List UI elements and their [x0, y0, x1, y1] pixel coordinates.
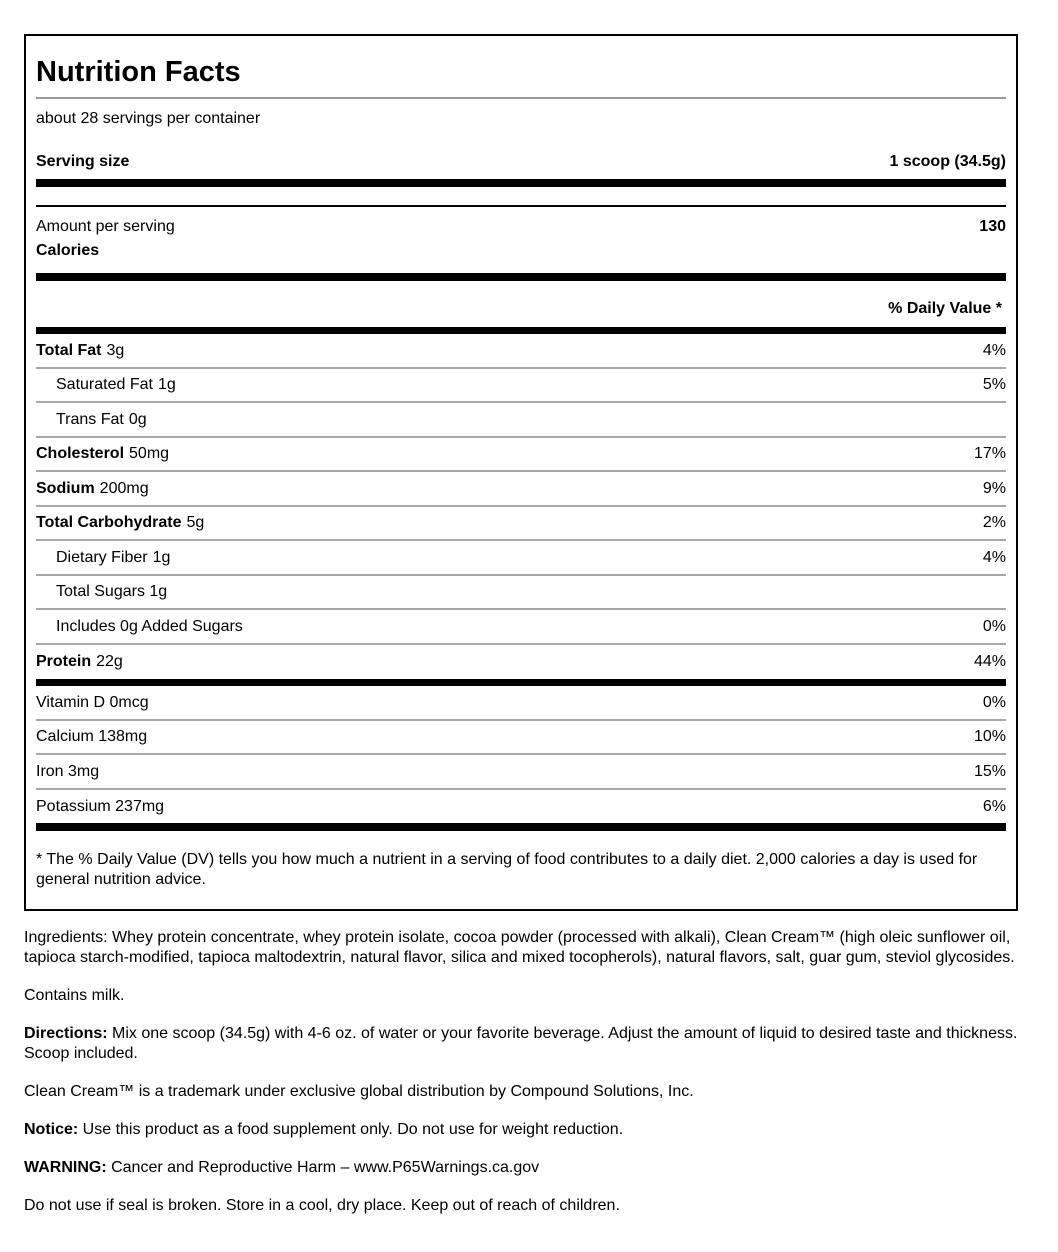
nutrient-name-group: Protein 22g	[36, 653, 123, 671]
nutrient-row: Sodium 200mg 9%	[36, 472, 1006, 507]
calories-label: Calories	[36, 242, 100, 259]
directions: Directions: Mix one scoop (34.5g) with 4…	[24, 1025, 1018, 1062]
daily-value: 2%	[982, 514, 1006, 532]
nutrient-name-group: Sodium 200mg	[36, 480, 149, 498]
daily-value-header: % Daily Value *	[888, 300, 1002, 317]
nutrient-row: Protein 22g 44%	[36, 645, 1006, 680]
nutrient-name-group: Total Fat 3g	[36, 342, 124, 360]
daily-value: 9%	[982, 479, 1006, 497]
nutrient-row: Dietary Fiber 1g 4%	[36, 541, 1006, 576]
calories-value: 130	[979, 218, 1006, 235]
vitamin-row: Vitamin D 0mcg 0%	[36, 686, 1006, 721]
nutrient-name: Includes 0g Added Sugars	[56, 617, 243, 635]
footnote: * The % Daily Value (DV) tells you how m…	[36, 851, 978, 888]
nutrient-amount: 1g	[157, 376, 176, 394]
thick-divider	[36, 273, 1006, 281]
daily-value: 17%	[973, 445, 1006, 463]
nutrient-name: Trans Fat	[56, 410, 124, 428]
nutrition-facts-panel: Nutrition Facts about 28 servings per co…	[24, 34, 1018, 911]
daily-value: 4%	[982, 341, 1006, 359]
nutrient-name: Total Carbohydrate	[36, 514, 182, 532]
vitamin-row: Iron 3mg 15%	[36, 755, 1006, 790]
panel-title: Nutrition Facts	[36, 56, 241, 88]
divider	[36, 97, 1006, 99]
nutrient-name: Cholesterol	[36, 445, 125, 463]
nutrient-amount: 0g	[128, 410, 147, 428]
nutrient-row: Includes 0g Added Sugars 0%	[36, 610, 1006, 645]
amount-per-serving-row: Amount per serving 130	[36, 218, 1006, 235]
nutrient-name-group: Total Sugars 1g	[36, 583, 167, 601]
nutrient-row: Trans Fat 0g	[36, 403, 1006, 438]
vitamin-name: Iron 3mg	[36, 762, 100, 780]
nutrient-name-group: Trans Fat 0g	[36, 411, 147, 429]
vitamin-list: Vitamin D 0mcg 0% Calcium 138mg 10% Iron 3mg…	[36, 686, 1006, 824]
nutrient-name: Total Fat	[36, 341, 102, 359]
vitamin-name: Calcium 138mg	[36, 728, 148, 746]
servings-per-container: about 28 servings per container	[36, 110, 261, 127]
nutrient-row: Total Sugars 1g	[36, 576, 1006, 610]
nutrient-amount: 22g	[96, 653, 123, 671]
nutrient-amount: 3g	[106, 341, 125, 359]
nutrient-name-group: Saturated Fat 1g	[36, 376, 176, 394]
daily-value: 15%	[973, 762, 1006, 780]
nutrient-name: Sodium	[36, 479, 95, 497]
nutrient-row: Saturated Fat 1g 5%	[36, 369, 1006, 403]
nutrient-amount: 5g	[186, 514, 205, 532]
daily-value: 0%	[982, 693, 1006, 711]
nutrient-name-group: Dietary Fiber 1g	[36, 549, 170, 567]
ingredients: Ingredients: Whey protein concentrate, w…	[24, 929, 1015, 966]
nutrient-name-group: Includes 0g Added Sugars	[36, 618, 243, 636]
nutrient-name: Protein	[36, 653, 92, 671]
warning: WARNING: Cancer and Reproductive Harm – …	[24, 1159, 540, 1176]
nutrient-list: Total Fat 3g 4% Saturated Fat 1g 5% Trans Fat 0…	[36, 334, 1006, 679]
vitamin-row: Calcium 138mg 10%	[36, 721, 1006, 755]
serving-size-row: Serving size 1 scoop (34.5g)	[36, 153, 1006, 170]
nutrient-name-group: Cholesterol 50mg	[36, 445, 169, 463]
thick-divider	[36, 327, 1006, 334]
thick-divider	[36, 179, 1006, 187]
notice: Notice: Use this product as a food suppl…	[24, 1121, 624, 1138]
nutrient-name-group: Total Carbohydrate 5g	[36, 514, 204, 532]
nutrient-row: Total Carbohydrate 5g 2%	[36, 507, 1006, 541]
nutrient-name: Dietary Fiber	[56, 548, 148, 566]
storage-instructions: Do not use if seal is broken. Store in a…	[24, 1197, 620, 1214]
nutrient-name: Saturated Fat	[56, 376, 153, 394]
daily-value: 5%	[982, 376, 1006, 394]
nutrient-amount: 50mg	[129, 445, 170, 463]
vitamin-row: Potassium 237mg 6%	[36, 790, 1006, 825]
daily-value: 0%	[982, 617, 1006, 635]
daily-value: 4%	[982, 548, 1006, 566]
trademark-notice: Clean Cream™ is a trademark under exclus…	[24, 1083, 694, 1100]
nutrient-amount: 1g	[152, 548, 171, 566]
daily-value: 10%	[973, 728, 1006, 746]
label-text: Ingredients: Whey protein concentrate, w…	[24, 928, 1024, 1234]
thick-divider	[36, 823, 1006, 831]
thick-divider	[36, 679, 1006, 686]
nutrient-row: Cholesterol 50mg 17%	[36, 438, 1006, 472]
vitamin-name: Vitamin D 0mcg	[36, 693, 149, 711]
allergen-statement: Contains milk.	[24, 987, 125, 1004]
vitamin-name: Potassium 237mg	[36, 798, 165, 816]
nutrient-amount: 200mg	[99, 479, 149, 497]
daily-value: 44%	[973, 653, 1006, 671]
nutrient-name: Total Sugars 1g	[56, 583, 168, 601]
daily-value: 6%	[982, 798, 1006, 816]
thin-divider	[36, 205, 1006, 207]
nutrient-row: Total Fat 3g 4%	[36, 334, 1006, 369]
